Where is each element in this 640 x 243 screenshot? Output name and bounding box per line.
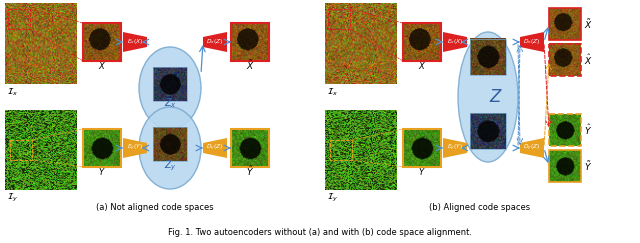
Bar <box>549 150 581 182</box>
Bar <box>330 140 352 160</box>
Bar <box>549 114 581 146</box>
Text: $X$: $X$ <box>98 60 106 70</box>
Bar <box>231 129 269 167</box>
Text: $\mathcal{I}_x$: $\mathcal{I}_x$ <box>7 86 18 98</box>
Bar <box>328 9 350 29</box>
Bar <box>231 23 269 61</box>
Ellipse shape <box>139 47 201 129</box>
Text: $E_y(Y)$: $E_y(Y)$ <box>127 143 143 153</box>
Bar <box>549 8 581 40</box>
Text: $\mathcal{I}_y$: $\mathcal{I}_y$ <box>327 192 338 204</box>
Bar <box>83 23 121 61</box>
Text: $E_x(X)$: $E_x(X)$ <box>127 37 143 46</box>
Text: $D_x(Z)$: $D_x(Z)$ <box>524 37 541 46</box>
Polygon shape <box>123 138 147 158</box>
Polygon shape <box>443 138 467 158</box>
Text: $Z_x$: $Z_x$ <box>164 96 177 110</box>
Polygon shape <box>443 32 467 52</box>
Text: $E_y(Y)$: $E_y(Y)$ <box>447 143 463 153</box>
Text: $\hat{Y}$: $\hat{Y}$ <box>584 123 592 137</box>
Text: $E_x(X)$: $E_x(X)$ <box>447 37 463 46</box>
Text: $\tilde{Y}$: $\tilde{Y}$ <box>584 159 592 173</box>
Ellipse shape <box>139 107 201 189</box>
Text: $\tilde{Y}$: $\tilde{Y}$ <box>246 164 254 178</box>
Text: (b) Aligned code spaces: (b) Aligned code spaces <box>429 202 531 211</box>
Text: (a) Not aligned code spaces: (a) Not aligned code spaces <box>96 202 214 211</box>
Polygon shape <box>203 32 227 52</box>
Ellipse shape <box>458 32 518 162</box>
Text: Fig. 1. Two autoencoders without (a) and with (b) code space alignment.: Fig. 1. Two autoencoders without (a) and… <box>168 227 472 236</box>
Bar <box>153 67 187 101</box>
Text: $\mathcal{I}_x$: $\mathcal{I}_x$ <box>327 86 338 98</box>
Text: $\tilde{X}$: $\tilde{X}$ <box>246 58 254 72</box>
Bar <box>403 129 441 167</box>
Text: $\mathcal{I}_y$: $\mathcal{I}_y$ <box>7 192 18 204</box>
Bar <box>549 44 581 76</box>
Polygon shape <box>520 32 544 52</box>
Text: $Z_y$: $Z_y$ <box>163 159 177 173</box>
Text: $D_y(Z)$: $D_y(Z)$ <box>206 143 223 153</box>
Text: $D_y(Z)$: $D_y(Z)$ <box>524 143 541 153</box>
Text: $Z$: $Z$ <box>489 88 503 106</box>
Bar <box>10 140 32 160</box>
Bar <box>83 129 121 167</box>
Text: $D_x(Z)$: $D_x(Z)$ <box>206 37 223 46</box>
Polygon shape <box>520 138 544 158</box>
Text: $\hat{X}$: $\hat{X}$ <box>584 53 593 67</box>
Text: $Y$: $Y$ <box>418 165 426 176</box>
Bar <box>403 23 441 61</box>
Polygon shape <box>203 138 227 158</box>
Text: $Y$: $Y$ <box>98 165 106 176</box>
Bar <box>470 113 506 149</box>
Text: $X$: $X$ <box>418 60 426 70</box>
Bar <box>8 9 30 29</box>
Bar <box>153 127 187 161</box>
Bar <box>470 39 506 75</box>
Text: $\tilde{X}$: $\tilde{X}$ <box>584 17 593 31</box>
Polygon shape <box>123 32 147 52</box>
